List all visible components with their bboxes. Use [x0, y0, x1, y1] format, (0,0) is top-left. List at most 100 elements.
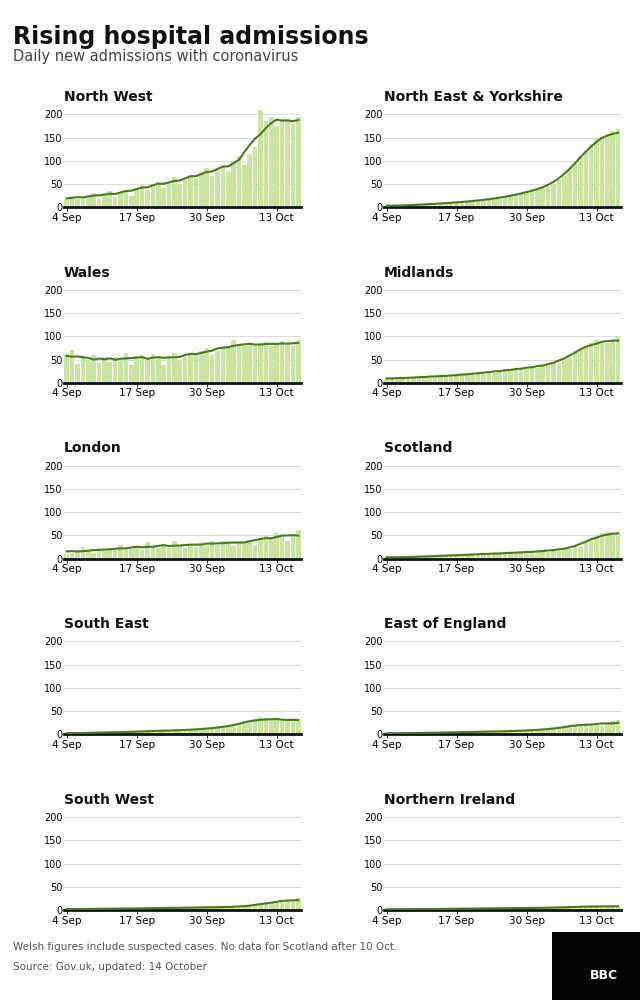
Bar	[108, 548, 112, 559]
Bar	[578, 724, 582, 734]
Bar	[92, 355, 96, 383]
Bar	[605, 906, 610, 910]
Bar	[589, 724, 593, 734]
Bar	[204, 348, 209, 383]
Bar	[481, 200, 486, 207]
Bar	[242, 165, 246, 207]
Text: Source: Gov.uk, updated: 14 October: Source: Gov.uk, updated: 14 October	[13, 962, 207, 972]
Bar	[411, 733, 416, 734]
Bar	[476, 554, 481, 559]
Bar	[264, 121, 268, 207]
Bar	[428, 733, 432, 734]
Bar	[600, 342, 604, 383]
Bar	[134, 732, 139, 734]
Bar	[481, 554, 486, 559]
Bar	[161, 365, 166, 383]
Bar	[188, 908, 193, 910]
Bar	[140, 550, 145, 559]
Bar	[129, 732, 134, 734]
Bar	[605, 724, 610, 734]
Bar	[422, 733, 426, 734]
Bar	[172, 353, 177, 383]
Bar	[465, 554, 470, 559]
Bar	[134, 908, 139, 910]
Bar	[221, 541, 225, 559]
Bar	[384, 379, 389, 383]
Bar	[226, 346, 230, 383]
Bar	[231, 725, 236, 734]
Bar	[65, 554, 69, 559]
Bar	[573, 907, 577, 910]
Bar	[417, 378, 421, 383]
Bar	[557, 728, 561, 734]
Bar	[183, 180, 188, 207]
Bar	[210, 728, 214, 734]
Bar	[145, 908, 150, 910]
Bar	[161, 908, 166, 910]
Bar	[578, 349, 582, 383]
Bar	[150, 546, 155, 559]
Bar	[199, 907, 204, 910]
Bar	[401, 733, 405, 734]
Bar	[584, 542, 588, 559]
Bar	[395, 206, 399, 207]
Bar	[497, 731, 502, 734]
Bar	[390, 557, 394, 559]
Bar	[540, 908, 545, 910]
Bar	[470, 375, 475, 383]
Bar	[540, 364, 545, 383]
Bar	[513, 731, 518, 734]
Bar	[275, 901, 279, 910]
Bar	[562, 176, 566, 207]
Bar	[449, 556, 454, 559]
Bar	[210, 541, 214, 559]
Bar	[226, 907, 230, 910]
Bar	[417, 557, 421, 559]
Bar	[470, 732, 475, 734]
Bar	[486, 732, 491, 734]
Bar	[113, 357, 118, 383]
Bar	[188, 353, 193, 383]
Bar	[172, 908, 177, 910]
Bar	[86, 733, 90, 734]
Bar	[97, 363, 101, 383]
Bar	[535, 908, 540, 910]
Bar	[578, 907, 582, 910]
Text: Northern Ireland: Northern Ireland	[384, 793, 515, 807]
Bar	[438, 556, 443, 559]
Bar	[595, 535, 599, 559]
Bar	[242, 346, 246, 383]
Bar	[519, 194, 524, 207]
Bar	[513, 908, 518, 910]
Bar	[124, 732, 128, 734]
Bar	[616, 533, 620, 559]
Bar	[156, 731, 161, 734]
Bar	[269, 538, 274, 559]
Bar	[584, 151, 588, 207]
Bar	[248, 906, 252, 910]
Bar	[578, 157, 582, 207]
Bar	[589, 144, 593, 207]
Bar	[476, 909, 481, 910]
Bar	[188, 544, 193, 559]
Bar	[285, 345, 290, 383]
Bar	[231, 161, 236, 207]
Bar	[102, 551, 107, 559]
Bar	[551, 549, 556, 559]
Bar	[465, 374, 470, 383]
Text: South East: South East	[64, 617, 148, 631]
Bar	[406, 378, 410, 383]
Bar	[259, 110, 263, 207]
Bar	[508, 553, 513, 559]
Bar	[611, 906, 615, 910]
Bar	[600, 726, 604, 734]
Bar	[237, 345, 241, 383]
Bar	[102, 357, 107, 383]
Bar	[204, 729, 209, 734]
Bar	[199, 351, 204, 383]
Bar	[567, 907, 572, 910]
Bar	[460, 555, 464, 559]
Bar	[108, 362, 112, 383]
Text: Midlands: Midlands	[384, 266, 454, 280]
Bar	[460, 909, 464, 910]
